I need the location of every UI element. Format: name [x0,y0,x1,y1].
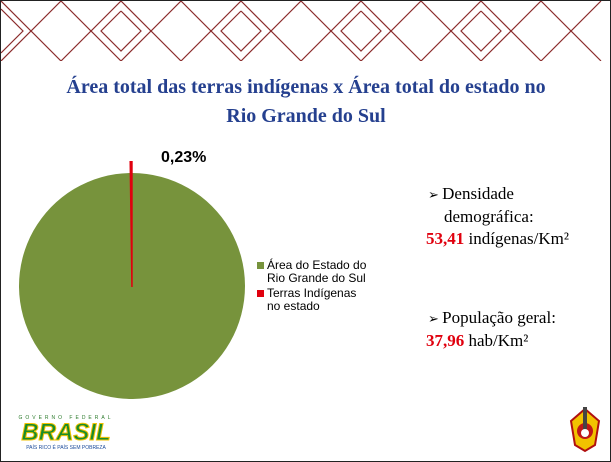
bullet-number: 53,41 [426,229,465,248]
bullet-number: 37,96 [426,331,465,350]
brasil-logo: GOVERNO FEDERAL BRASIL PAÍS RICO É PAÍS … [11,415,121,451]
logo-name: BRASIL [21,419,111,446]
logo-top: GOVERNO FEDERAL [18,415,114,421]
legend-item: Área do Estado do Rio Grande do Sul [257,259,367,285]
bullet-unit: indígenas/Km² [468,229,569,248]
data-label: 0,23% [161,149,207,166]
legend-label: Área do Estado do Rio Grande do Sul [267,258,367,285]
decor-border [1,1,602,61]
logo-slogan: PAÍS RICO É PAÍS SEM POBREZA [26,445,106,451]
pie-slice [129,161,133,288]
bullet: População geral: 37,96 hab/Km² [426,307,604,352]
legend-swatch [257,290,264,297]
legend-swatch [257,262,264,269]
emblem [569,407,601,453]
bullet-label: Densidade demográfica: [426,183,604,228]
slide-title: Área total das terras indígenas x Área t… [66,76,546,127]
legend: Área do Estado do Rio Grande do Sul Terra… [257,259,367,315]
bullet-label: População geral: [426,307,604,330]
bullet-unit: hab/Km² [468,331,529,350]
legend-item: Terras Indígenas no estado [257,287,367,313]
bullet: Densidade demográfica: 53,41 indígenas/K… [426,183,604,250]
legend-label: Terras Indígenas no estado [267,286,357,313]
pie-chart [18,161,245,399]
